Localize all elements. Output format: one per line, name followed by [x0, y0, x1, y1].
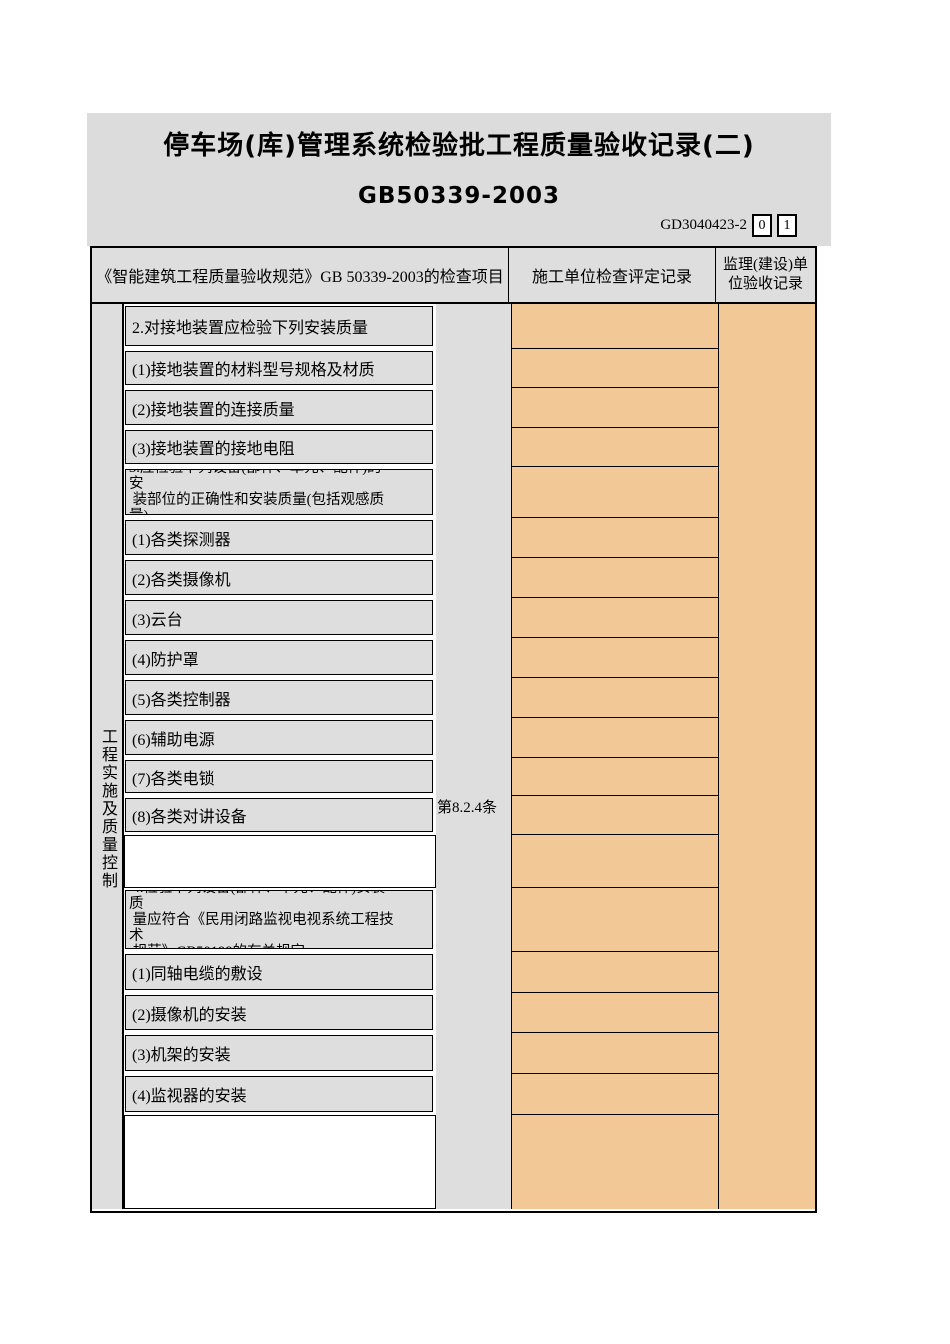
contractor-record-cell[interactable]: [512, 388, 718, 428]
contractor-record-cell[interactable]: [512, 952, 718, 993]
contractor-record-cell[interactable]: [512, 1074, 718, 1115]
header-contractor-record: 施工单位检查评定记录: [509, 248, 716, 302]
item-cell: (4)防护罩: [125, 640, 433, 675]
item-cell: (1)各类探测器: [125, 520, 433, 555]
form-code-box-2: 1: [777, 214, 797, 237]
table-header-row: 《智能建筑工程质量验收规范》GB 50339-2003的检查项目 施工单位检查评…: [92, 248, 815, 304]
item-cell: (7)各类电锁: [125, 760, 433, 793]
record-table: 《智能建筑工程质量验收规范》GB 50339-2003的检查项目 施工单位检查评…: [90, 246, 817, 1213]
contractor-record-cell[interactable]: [512, 467, 718, 518]
form-standard: GB50339-2003: [358, 183, 560, 209]
item-cell: 4.检验下列设备(部件、单元、配件)安装 质 量应符合《民用闭路监视电视系统工程…: [125, 890, 433, 949]
blank-item-cell: [124, 835, 436, 888]
blank-item-cell: [124, 1115, 436, 1209]
contractor-record-cell[interactable]: [512, 993, 718, 1033]
item-cell: (6)辅助电源: [125, 720, 433, 755]
contractor-record-cell[interactable]: [512, 349, 718, 388]
contractor-record-cell[interactable]: [512, 835, 718, 888]
form-title: 停车场(库)管理系统检验批工程质量验收记录(二): [163, 131, 755, 161]
form-code: GD3040423-2: [660, 217, 747, 233]
item-column: 2.对接地装置应检验下列安装质量 (1)接地装置的材料型号规格及材质 (2)接地…: [124, 304, 436, 1209]
section-label: 工程实施及质量控制: [99, 728, 116, 890]
contractor-record-cell[interactable]: [512, 638, 718, 678]
header-supervisor-record: 监理(建设)单位验收记录: [716, 248, 815, 302]
item-cell: (3)接地装置的接地电阻: [125, 430, 433, 464]
item-cell: (5)各类控制器: [125, 680, 433, 715]
header-check-items: 《智能建筑工程质量验收规范》GB 50339-2003的检查项目: [92, 248, 509, 302]
item-cell: (3)云台: [125, 600, 433, 635]
clause-column: 第8.2.4条: [436, 304, 512, 1209]
contractor-record-cell[interactable]: [512, 718, 718, 758]
item-cell: (2)接地装置的连接质量: [125, 390, 433, 425]
item-cell: (3)机架的安装: [125, 1035, 433, 1071]
item-cell: 2.对接地装置应检验下列安装质量: [125, 306, 433, 346]
contractor-record-cell[interactable]: [512, 598, 718, 638]
contractor-record-cell[interactable]: [512, 1115, 718, 1209]
item-cell: (4)监视器的安装: [125, 1076, 433, 1112]
contractor-record-cell[interactable]: [512, 678, 718, 718]
contractor-record-cell[interactable]: [512, 1033, 718, 1074]
clause-ref: 第8.2.4条: [437, 800, 498, 816]
contractor-record-cell[interactable]: [512, 428, 718, 467]
item-cell: (1)接地装置的材料型号规格及材质: [125, 351, 433, 385]
item-cell: (2)各类摄像机: [125, 560, 433, 595]
contractor-record-cell[interactable]: [512, 558, 718, 598]
section-label-column: 工程实施及质量控制: [92, 304, 124, 1209]
form-code-row: GD3040423-2 0 1: [660, 214, 797, 237]
contractor-record-cell[interactable]: [512, 888, 718, 952]
item-cell: (1)同轴电缆的敷设: [125, 954, 433, 990]
contractor-record-cell[interactable]: [512, 304, 718, 349]
supervisor-record-cell[interactable]: [719, 304, 815, 1209]
form-code-box-1: 0: [752, 214, 772, 237]
item-cell: 3.应检验下列设备(部件、单元、配件)的 安 装部位的正确性和安装质量(包括观感…: [125, 469, 433, 515]
item-cell: (8)各类对讲设备: [125, 798, 433, 832]
item-cell: (2)摄像机的安装: [125, 995, 433, 1030]
contractor-record-cell[interactable]: [512, 758, 718, 796]
contractor-record-cell[interactable]: [512, 796, 718, 835]
table-body: 工程实施及质量控制 2.对接地装置应检验下列安装质量 (1)接地装置的材料型号规…: [92, 304, 815, 1209]
contractor-record-cell[interactable]: [512, 518, 718, 558]
form-header-band: 停车场(库)管理系统检验批工程质量验收记录(二) GB50339-2003 GD…: [87, 113, 831, 246]
contractor-record-column: [512, 304, 719, 1209]
